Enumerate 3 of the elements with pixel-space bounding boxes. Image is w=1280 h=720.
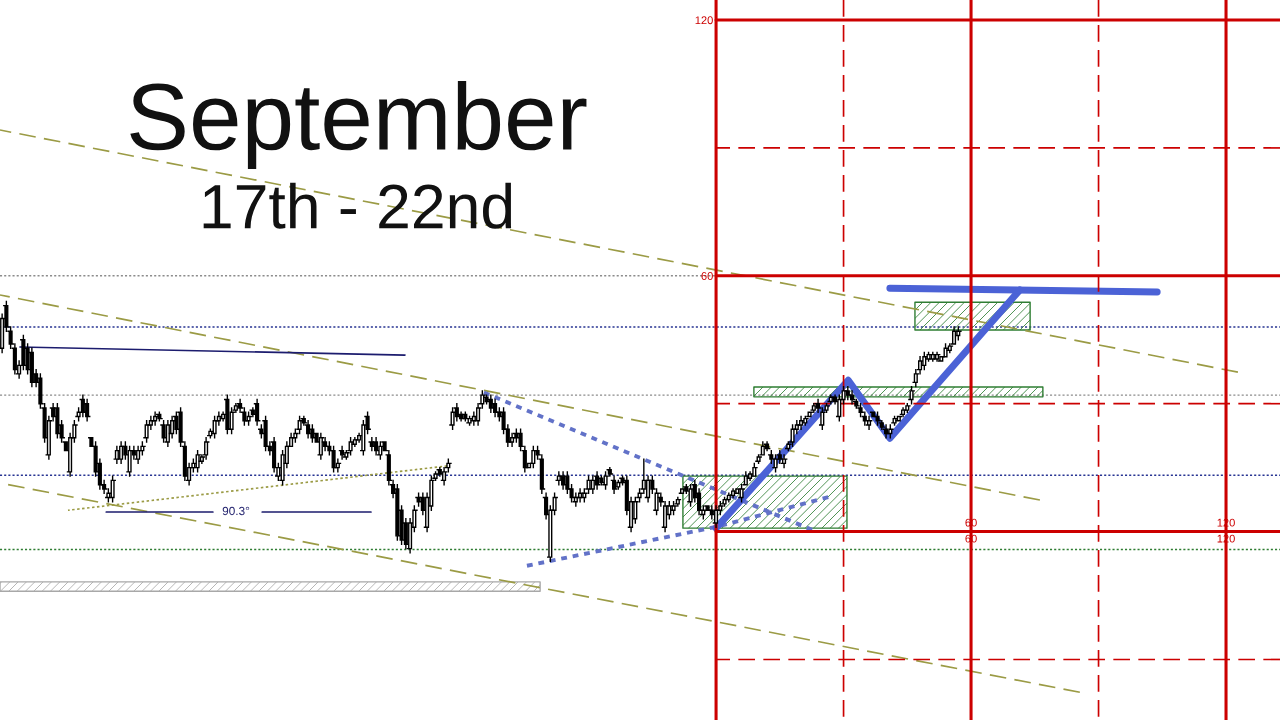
annotation: 90.3°	[222, 506, 250, 516]
text: September	[130, 80, 587, 170]
text: 17th - 22nd	[203, 182, 512, 229]
